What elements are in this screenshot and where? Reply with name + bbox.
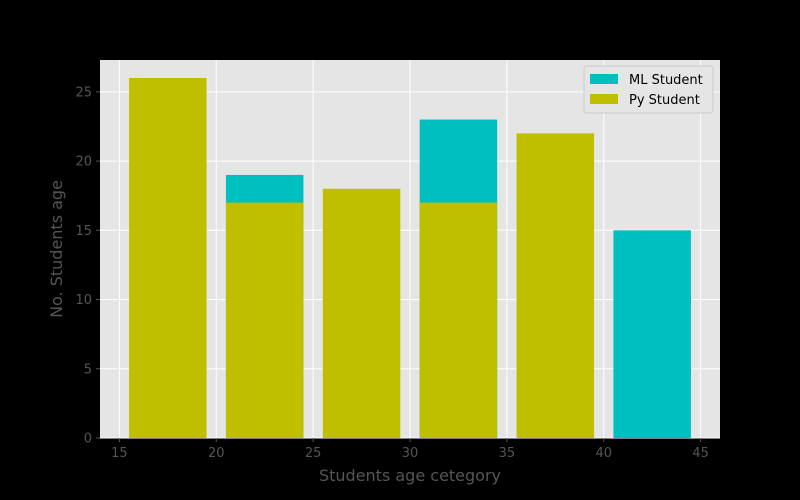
y-tick-label: 10 [75,293,92,308]
x-tick-label: 30 [402,446,419,461]
bar-ml-student [613,230,691,438]
x-tick-label: 20 [208,446,225,461]
x-tick-label: 45 [692,446,709,461]
axis-ticks: 15 20 25 30 35 40 45 0 5 10 15 20 25 [75,85,708,461]
legend-swatch [590,74,618,84]
y-tick-label: 0 [84,432,92,447]
legend-swatch [590,94,618,104]
y-tick-label: 25 [75,85,92,100]
bar-py-student [129,78,207,438]
y-tick-label: 5 [84,362,92,377]
bar-py-student [419,202,498,438]
legend: ML Student Py Student [583,65,714,114]
bar-py-student [322,188,401,438]
bar-py-student [225,202,304,438]
legend-label: Py Student [629,93,700,108]
y-axis-label: No. Students age [47,180,66,318]
x-axis-label: Students age cetegory [319,466,501,485]
y-tick-label: 20 [75,155,92,170]
bars [129,78,691,439]
x-tick-label: 35 [499,446,516,461]
bar-py-student [516,133,595,438]
x-tick-label: 25 [305,446,322,461]
legend-label: ML Student [629,73,703,88]
x-tick-label: 40 [595,446,612,461]
y-tick-label: 15 [75,224,92,239]
x-tick-label: 15 [111,446,128,461]
